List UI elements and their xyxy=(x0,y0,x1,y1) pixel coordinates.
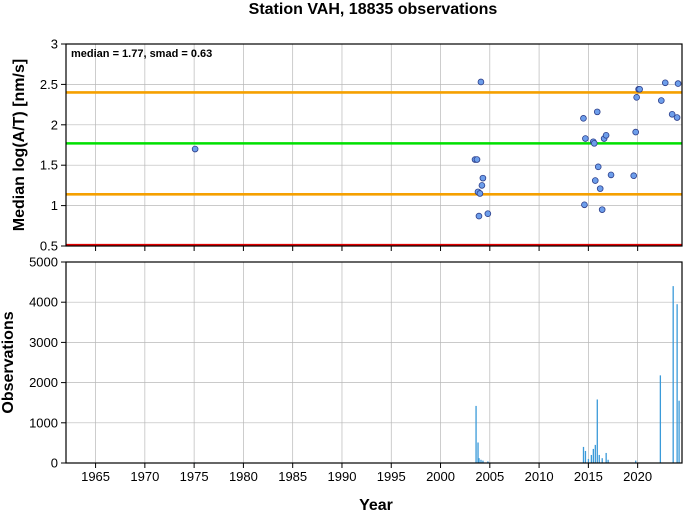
observation-bar xyxy=(635,460,637,463)
observation-bar xyxy=(477,442,479,463)
data-point xyxy=(473,156,481,163)
observation-bar xyxy=(475,405,477,463)
data-point xyxy=(673,114,681,121)
x-tick-label: 2020 xyxy=(623,469,652,484)
observation-bar xyxy=(590,454,593,463)
observation-bar xyxy=(607,459,609,463)
observation-bar xyxy=(482,460,484,463)
x-tick-label: 1985 xyxy=(278,469,307,484)
data-point xyxy=(607,171,615,179)
data-point xyxy=(580,115,587,122)
plot-frame xyxy=(65,43,683,247)
y-axis-label: Observations xyxy=(0,311,17,413)
observation-bar xyxy=(678,400,680,463)
data-point xyxy=(478,182,486,189)
y-tick-label: 0 xyxy=(51,456,58,471)
observation-bar xyxy=(478,458,480,463)
y-tick-label: 2.5 xyxy=(40,77,58,92)
data-point xyxy=(593,108,601,116)
data-point xyxy=(630,172,638,180)
data-point xyxy=(475,212,483,220)
data-point xyxy=(590,140,598,147)
observation-bar xyxy=(672,286,674,463)
data-point xyxy=(191,145,199,153)
data-point xyxy=(479,174,487,182)
data-point xyxy=(594,163,602,171)
observation-bar xyxy=(598,454,600,463)
x-tick-label: 1970 xyxy=(130,469,159,484)
x-tick-label: 1965 xyxy=(81,469,110,484)
y-axis-label: Median log(A/T) [nm/s] xyxy=(11,59,28,231)
x-tick-label: 1975 xyxy=(180,469,209,484)
observation-bar xyxy=(676,304,678,463)
y-tick-label: 1000 xyxy=(29,415,58,430)
y-tick-label: 1 xyxy=(51,198,58,213)
observation-bar xyxy=(592,448,594,463)
observation-bar xyxy=(601,458,603,463)
data-point xyxy=(484,210,492,217)
y-tick-label: 2000 xyxy=(29,375,58,390)
x-tick-label: 2005 xyxy=(475,469,504,484)
observation-bar xyxy=(487,461,489,463)
data-point xyxy=(674,80,682,87)
y-tick-label: 1.5 xyxy=(40,158,58,173)
observation-bar xyxy=(584,450,587,463)
y-tick-label: 3000 xyxy=(29,335,58,350)
y-tick-label: 2 xyxy=(51,117,58,132)
observation-bar xyxy=(594,444,596,463)
observation-bar xyxy=(582,446,585,463)
data-point xyxy=(668,110,676,118)
data-point xyxy=(591,177,599,184)
observation-bar xyxy=(587,458,590,463)
x-tick-label: 2015 xyxy=(574,469,603,484)
stats-annotation: median = 1.77, smad = 0.63 xyxy=(71,48,212,60)
observation-bar xyxy=(659,375,662,463)
x-tick-label: 2000 xyxy=(426,469,455,484)
data-point xyxy=(476,190,484,197)
data-point xyxy=(602,132,610,139)
data-point xyxy=(658,97,665,104)
y-tick-label: 5000 xyxy=(29,255,58,270)
data-point xyxy=(582,135,589,142)
x-axis-label: Year xyxy=(359,497,393,511)
observation-bar xyxy=(605,452,607,463)
data-point xyxy=(633,94,640,101)
y-tick-label: 3 xyxy=(51,37,58,52)
observation-bar xyxy=(480,459,482,463)
y-tick-label: 4000 xyxy=(29,295,58,310)
chart-title: Station VAH, 18835 observations xyxy=(249,1,498,18)
x-tick-label: 1990 xyxy=(328,469,357,484)
data-point xyxy=(632,128,639,136)
data-point xyxy=(581,201,588,209)
plot-frame xyxy=(65,261,683,464)
y-tick-label: 0.5 xyxy=(40,239,58,254)
median-panel: 0.5 1 1.5 2 2.5 3 Median log(A/T) [nm/s] median… xyxy=(11,37,683,254)
observations-panel: 0 1000 2000 3000 4000 5000 1965 1970 1975 1980 198… xyxy=(0,255,683,484)
data-point xyxy=(598,206,606,213)
data-point xyxy=(636,85,643,93)
x-tick-label: 2010 xyxy=(525,469,554,484)
data-point xyxy=(596,185,604,192)
data-point xyxy=(477,78,485,86)
x-tick-label: 1995 xyxy=(377,469,406,484)
data-point xyxy=(661,79,669,87)
observation-bar xyxy=(596,399,598,463)
x-tick-label: 1980 xyxy=(229,469,258,484)
